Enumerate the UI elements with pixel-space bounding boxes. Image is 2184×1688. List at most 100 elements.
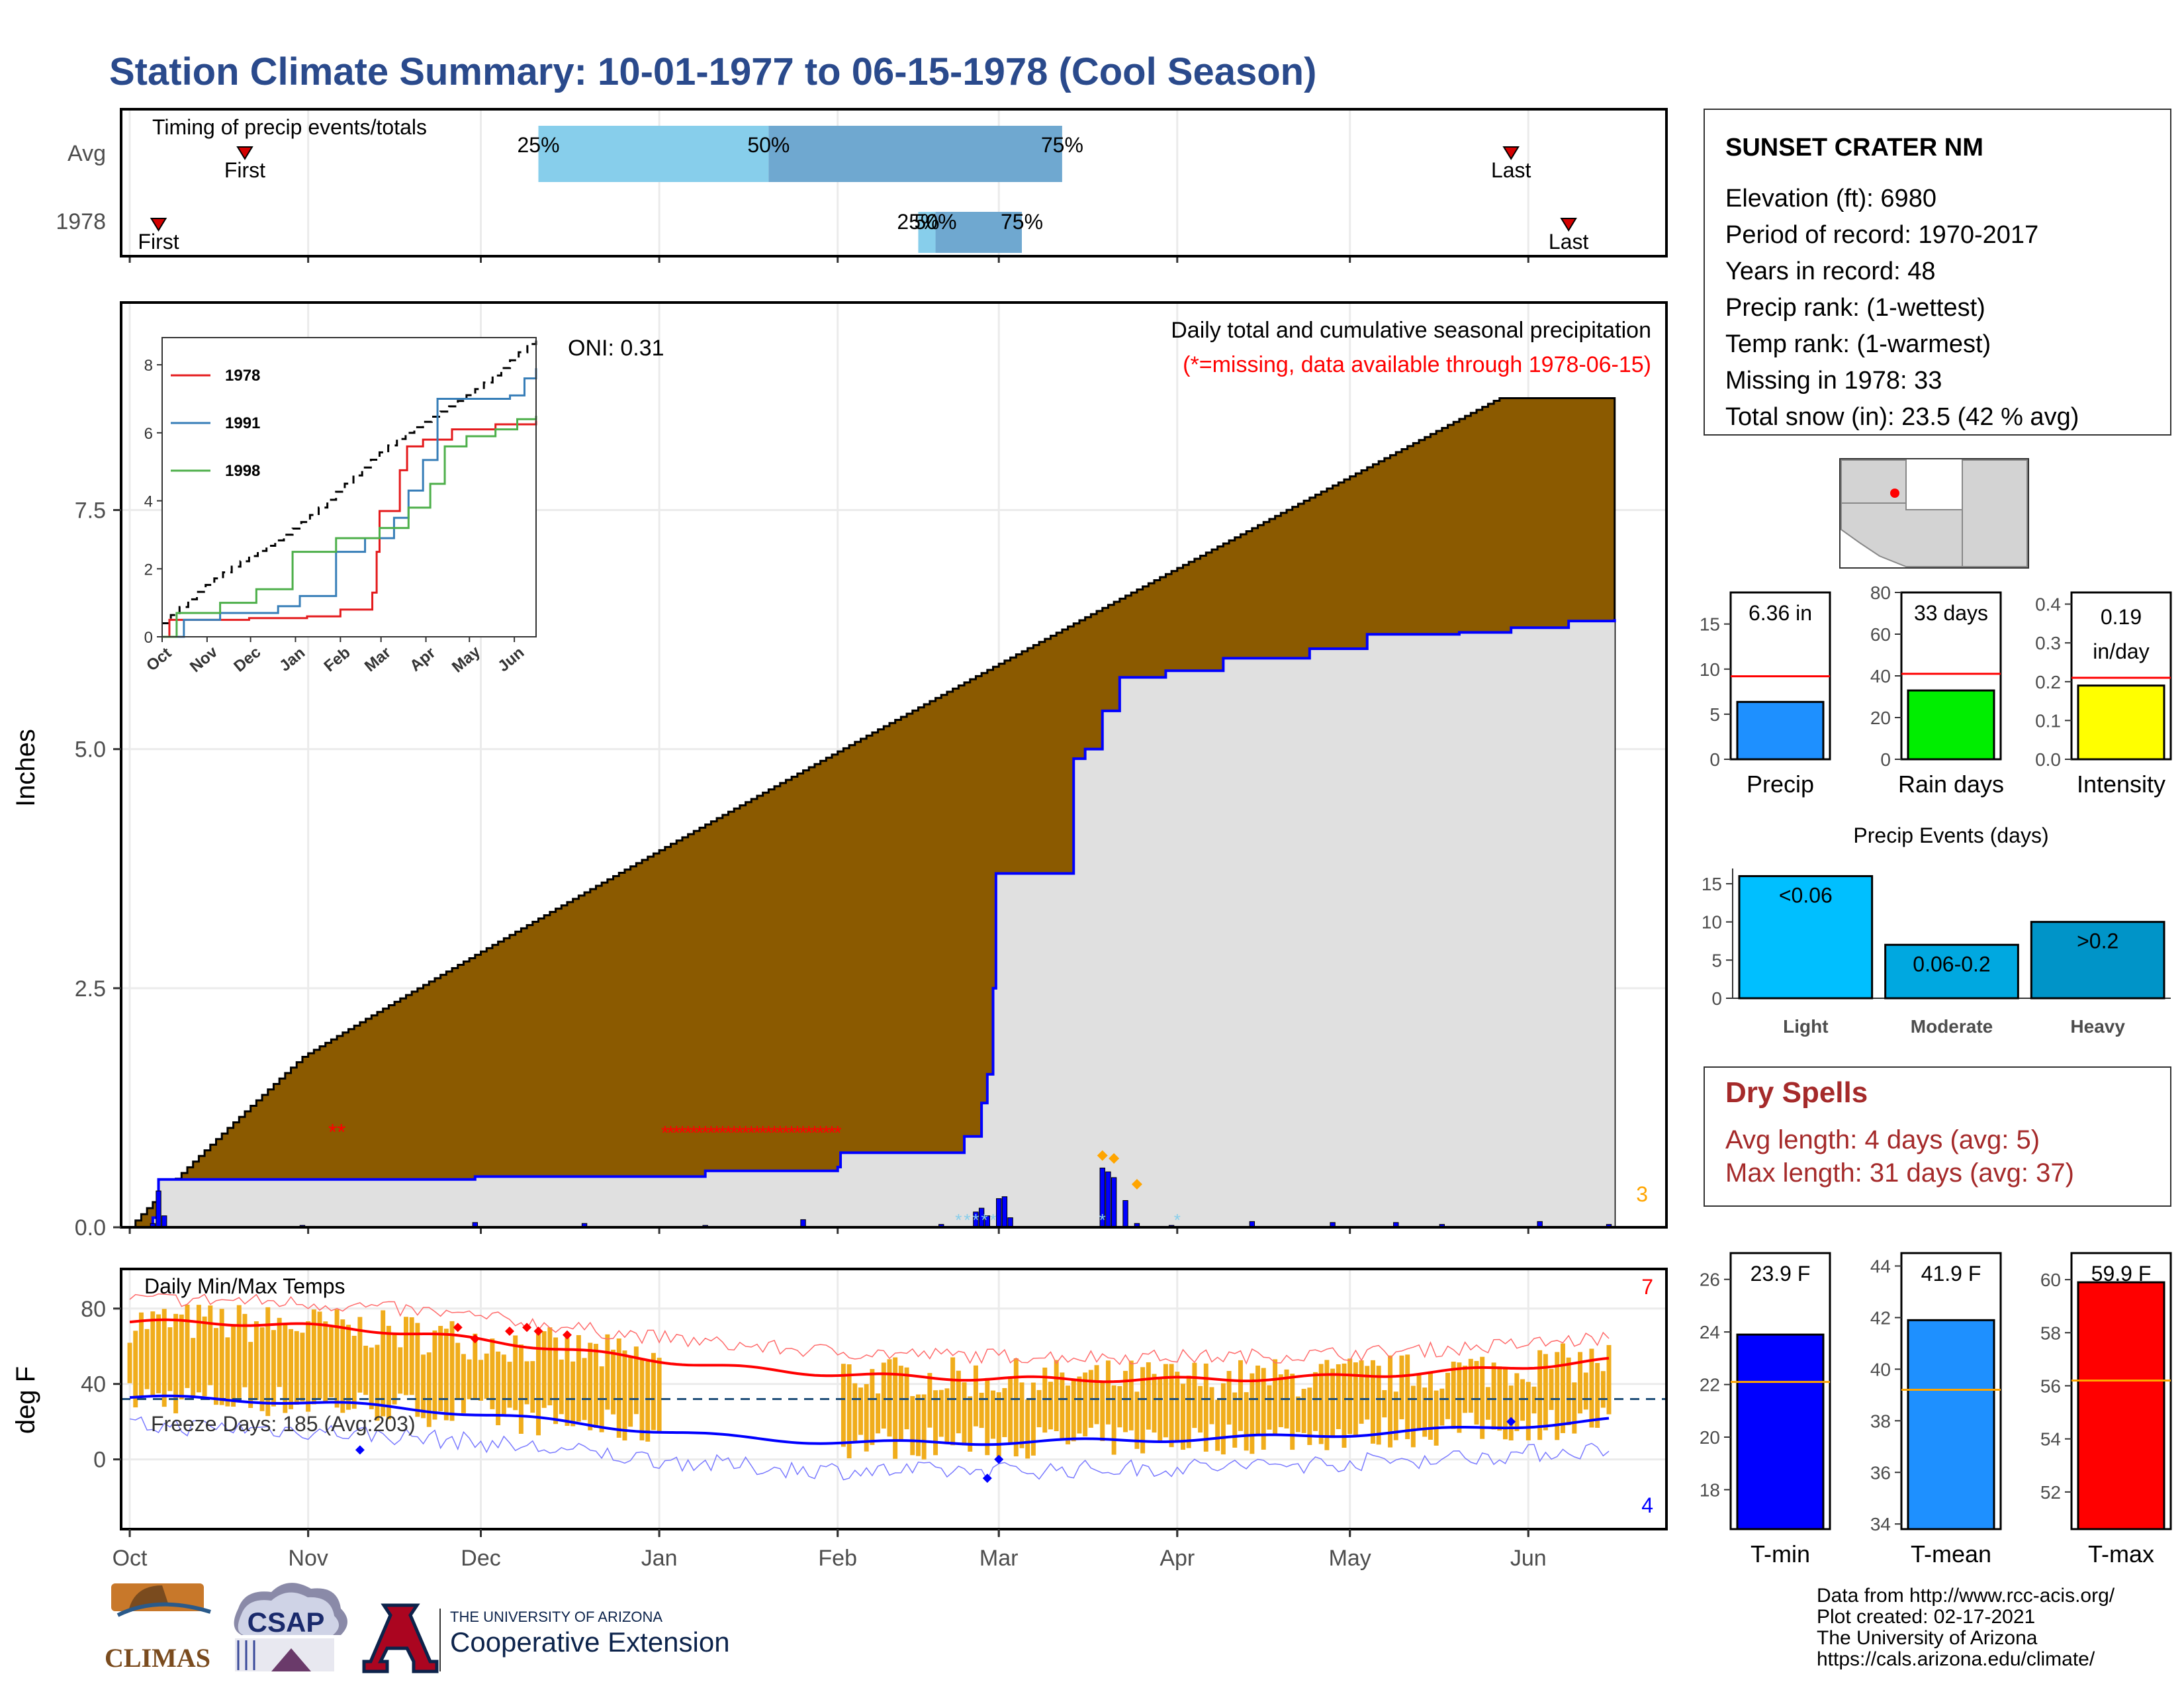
- events-tick-label: 0: [1711, 988, 1722, 1009]
- temp-t-min-category-label: T-min: [1751, 1540, 1810, 1568]
- daily-temp-range-bar: [1606, 1344, 1612, 1415]
- daily-temp-range-bar: [271, 1330, 276, 1407]
- daily-temp-range-bar: [1261, 1368, 1266, 1450]
- daily-temp-range-bar: [1439, 1388, 1445, 1426]
- summary-rain-days-tick-label: 20: [1870, 708, 1891, 728]
- temp-t-max-tick-label: 52: [2040, 1482, 2061, 1503]
- missing-marker: *: [702, 1123, 709, 1145]
- missing-marker: *: [742, 1123, 750, 1145]
- daily-temp-range-bar: [1209, 1387, 1214, 1425]
- missing-marker: *: [776, 1123, 784, 1145]
- daily-temp-range-bar: [490, 1338, 495, 1409]
- timing-last-marker-avg: [1502, 146, 1520, 160]
- station-name: SUNSET CRATER NM: [1725, 134, 1983, 162]
- summary-intensity-tick-label: 0.1: [2035, 710, 2061, 731]
- record-high-temp-line: [129, 1293, 1610, 1366]
- daily-temp-range-bar: [991, 1390, 995, 1439]
- missing-marker: *: [782, 1123, 790, 1145]
- precip-y-axis-label: Inches: [11, 729, 40, 807]
- daily-temp-range-bar: [1531, 1386, 1537, 1414]
- daily-temp-range-bar: [1140, 1367, 1146, 1454]
- dry-spells-max: Max length: 31 days (avg: 37): [1725, 1158, 2074, 1188]
- daily-temp-range-bar: [392, 1333, 397, 1405]
- daily-temp-range-bar: [576, 1335, 581, 1422]
- daily-temp-range-bar: [852, 1383, 858, 1441]
- daily-temp-range-bar: [242, 1313, 248, 1387]
- daily-temp-range-bar: [858, 1387, 863, 1435]
- x-tick-label-mar: Mar: [979, 1546, 1019, 1571]
- inset-legend-label: 1978: [225, 367, 260, 385]
- locator-map: [1839, 458, 2029, 569]
- daily-precip-bar: [161, 1215, 167, 1228]
- daily-temp-range-bar: [1474, 1360, 1479, 1425]
- daily-temp-range-bar: [1549, 1368, 1554, 1410]
- daily-temp-range-bar: [248, 1342, 253, 1408]
- daily-precip-bar: [996, 1198, 1002, 1228]
- daily-temp-range-bar: [944, 1388, 950, 1444]
- events-category-label: Moderate: [1911, 1016, 1993, 1037]
- daily-temp-range-bar: [1048, 1382, 1053, 1430]
- daily-temp-range-bar: [1399, 1355, 1404, 1420]
- record-low-marker: [994, 1454, 1004, 1464]
- climas-logo: CLIMAS: [105, 1583, 211, 1673]
- daily-temp-range-bar: [846, 1364, 852, 1458]
- daily-temp-range-bar: [1013, 1358, 1019, 1457]
- daily-temp-range-bar: [1525, 1382, 1531, 1440]
- daily-temp-range-bar: [593, 1344, 598, 1429]
- daily-temp-range-bar: [1186, 1376, 1191, 1448]
- inset-y-tick-label: 6: [144, 425, 153, 443]
- ua-logo-line2: Cooperative Extension: [450, 1626, 730, 1658]
- temp-t-mean-value-bar: [1907, 1319, 1995, 1530]
- daily-temp-range-bar: [864, 1383, 869, 1452]
- trace-marker: *: [1174, 1210, 1181, 1230]
- daily-temp-range-bar: [1572, 1382, 1577, 1434]
- daily-temp-range-bar: [1146, 1362, 1151, 1430]
- temp-t-min-tick-label: 26: [1700, 1270, 1720, 1290]
- daily-temp-range-bar: [893, 1357, 898, 1459]
- temp-t-mean-tick-label: 42: [1870, 1307, 1891, 1328]
- daily-temp-range-bar: [150, 1311, 156, 1397]
- daily-precip-bar: [1105, 1171, 1111, 1228]
- daily-temp-range-bar: [369, 1347, 374, 1409]
- summary-rain-days-tick-label: 80: [1870, 583, 1891, 603]
- daily-temp-range-bar: [1226, 1371, 1232, 1425]
- summary-rain-days-tick-label: 0: [1880, 749, 1891, 770]
- summary-intensity-tick-label: 0.4: [2035, 594, 2061, 615]
- daily-temp-range-bar: [455, 1342, 461, 1399]
- missing-marker: *: [753, 1123, 761, 1145]
- daily-temp-range-bar: [1433, 1390, 1439, 1446]
- daily-temp-range-bar: [570, 1361, 576, 1427]
- daily-temp-range-bar: [1077, 1376, 1082, 1434]
- daily-temp-range-bar: [363, 1345, 369, 1395]
- daily-temp-range-bar: [415, 1323, 420, 1417]
- trace-marker: *: [972, 1210, 979, 1230]
- missing-marker: *: [811, 1123, 819, 1145]
- record-low-temp-line: [129, 1416, 1610, 1481]
- daily-temp-range-bar: [1030, 1382, 1036, 1456]
- temp-y-axis-label: deg F: [11, 1366, 40, 1434]
- credit-line-1: Data from http://www.rcc-acis.org/: [1817, 1585, 2115, 1607]
- timing-first-marker-avg: [236, 146, 253, 160]
- daily-temp-range-bar: [1198, 1385, 1203, 1433]
- daily-temp-range-bar: [645, 1361, 651, 1442]
- x-tick-label-apr: Apr: [1160, 1546, 1195, 1571]
- missing-marker: *: [828, 1123, 836, 1145]
- missing-marker: *: [713, 1123, 721, 1145]
- missing-marker: *: [770, 1123, 778, 1145]
- daily-temp-range-bar: [1250, 1373, 1255, 1454]
- x-tick-label-jun: Jun: [1510, 1546, 1547, 1571]
- daily-temp-range-bar: [443, 1329, 449, 1421]
- events-tick-label: 5: [1711, 950, 1722, 970]
- temp-t-max-tick-label: 56: [2040, 1376, 2061, 1396]
- daily-temp-range-bar: [191, 1338, 196, 1399]
- inset-y-tick-label: 8: [144, 357, 153, 375]
- temp-t-max-tick-label: 60: [2040, 1270, 2061, 1290]
- missing-marker: *: [794, 1123, 801, 1145]
- daily-temp-range-bar: [1134, 1391, 1140, 1449]
- summary-precip-category-label: Precip: [1747, 771, 1814, 798]
- temp-t-mean-tick-label: 40: [1870, 1359, 1891, 1380]
- missing-marker: *: [730, 1123, 738, 1145]
- x-tick-label-jan: Jan: [641, 1546, 678, 1571]
- events-bar-heavy: [2030, 921, 2165, 1000]
- daily-temp-range-bar: [547, 1327, 553, 1405]
